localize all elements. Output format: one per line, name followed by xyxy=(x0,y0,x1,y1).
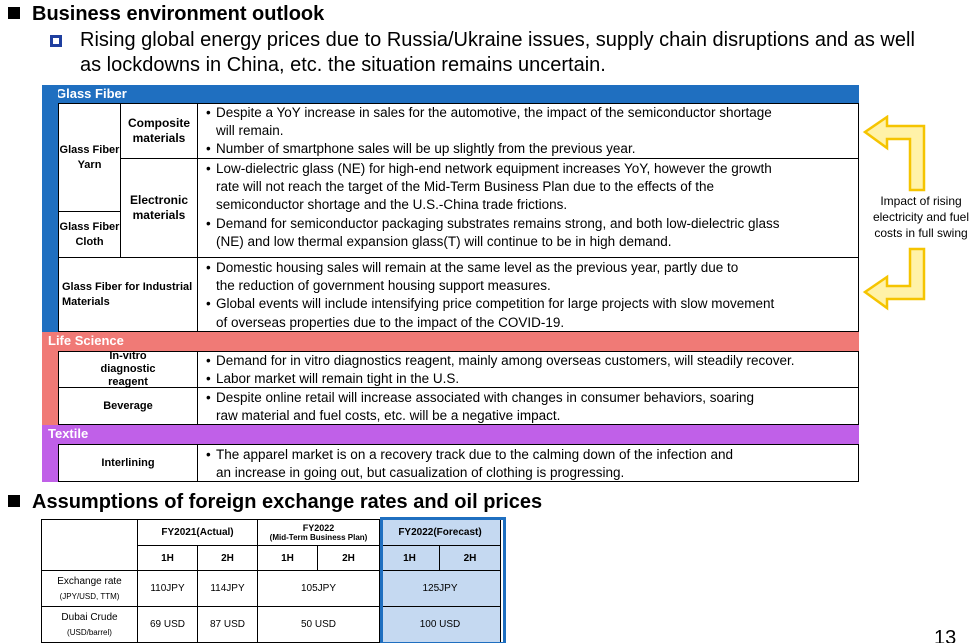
textile-header: Textile xyxy=(42,425,859,444)
fy2021-2h-value: 114JPY xyxy=(197,570,258,607)
bullet-item: The apparel market is on a recovery trac… xyxy=(206,446,733,464)
fy2022-mtbp-line2: (Mid-Term Business Plan) xyxy=(269,533,368,542)
fx-table-corner xyxy=(41,519,138,571)
fy2021-1h: 1H xyxy=(137,545,198,571)
fy2022-mtbp-header: FY2022 (Mid-Term Business Plan) xyxy=(257,519,380,546)
bullet-item: Despite online retail will increase asso… xyxy=(206,389,754,407)
bullet-continuation: semiconductor shortage and the U.S.-Chin… xyxy=(216,197,568,213)
mtbp-value: 50 USD xyxy=(257,606,380,643)
fy2022-forecast-header: FY2022(Forecast) xyxy=(379,519,501,546)
fx-assumptions-table: FY2021(Actual) FY2022 (Mid-Term Business… xyxy=(41,519,501,643)
ivd-description: Demand for in vitro diagnostics reagent,… xyxy=(197,352,799,389)
mtbp-value: 105JPY xyxy=(257,570,380,607)
glass-fiber-yarn-cell xyxy=(58,103,121,212)
bullet-continuation: (NE) and low thermal expansion glass(T) … xyxy=(216,233,672,249)
life-science-header: Life Science xyxy=(42,332,859,351)
fy2021-1h-value: 110JPY xyxy=(137,570,198,607)
bullet-item: Demand for in vitro diagnostics reagent,… xyxy=(206,352,795,370)
industrial-label-cell xyxy=(58,257,198,332)
electronic-description: Low-dielectric glass (NE) for high-end n… xyxy=(197,160,784,251)
beverage-label: Beverage xyxy=(103,399,153,412)
bullet-item: Domestic housing sales will remain at th… xyxy=(206,259,774,277)
square-bullet-icon xyxy=(8,7,20,19)
outlook-summary-text: Rising global energy prices due to Russi… xyxy=(80,29,915,76)
forecast-value: 100 USD xyxy=(379,606,501,643)
bullet-item: Despite a YoY increase in sales for the … xyxy=(206,104,772,122)
electronic-label-cell xyxy=(120,158,198,258)
electronic-materials-label: Electronic materials xyxy=(129,193,189,222)
section-heading-outlook: Business environment outlook xyxy=(8,3,324,26)
forecast-2h: 2H xyxy=(439,545,501,571)
section-heading-fx: Assumptions of foreign exchange rates an… xyxy=(8,491,542,514)
life-science-side-bar xyxy=(42,351,58,425)
interlining-label: Interlining xyxy=(101,456,155,469)
industrial-materials-label: Glass Fiber for Industrial Materials xyxy=(62,280,193,308)
hollow-square-bullet-icon xyxy=(50,35,62,47)
beverage-description: Despite online retail will increase asso… xyxy=(197,389,758,425)
page-number: 13 xyxy=(934,627,957,643)
composite-materials-label: Composite materials xyxy=(127,116,190,145)
square-bullet-icon xyxy=(8,495,20,507)
mtbp-1h: 1H xyxy=(257,545,318,571)
bullet-continuation: the reduction of government housing supp… xyxy=(216,278,551,294)
beverage-label-cell xyxy=(58,387,198,425)
fy2021-2h: 2H xyxy=(197,545,258,571)
forecast-1h: 1H xyxy=(379,545,440,571)
table-row: Dubai Crude (USD/barrel) 69 USD 87 USD 5… xyxy=(41,606,501,643)
fy2021-1h-value: 69 USD xyxy=(137,606,198,643)
bullet-item: Low-dielectric glass (NE) for high-end n… xyxy=(206,160,780,178)
row-label: Dubai Crude (USD/barrel) xyxy=(41,606,138,643)
left-arrow-icon xyxy=(862,247,926,311)
impact-note: Impact of rising electricity and fuel co… xyxy=(872,194,970,240)
bullet-item: Global events will include intensifying … xyxy=(206,295,774,313)
glass-fiber-yarn-label: Glass Fiber Yarn xyxy=(59,143,120,171)
fy2021-2h-value: 87 USD xyxy=(197,606,258,643)
fy2022-mtbp-line1: FY2022 xyxy=(302,523,335,533)
table-row: Exchange rate (JPY/USD, TTM) 110JPY 114J… xyxy=(41,570,501,607)
bullet-item: Number of smartphone sales will be up sl… xyxy=(206,140,772,158)
fy2021-header: FY2021(Actual) xyxy=(137,519,258,546)
glass-fiber-cloth-label: Glass Fiber Cloth xyxy=(59,220,120,248)
interlining-description: The apparel market is on a recovery trac… xyxy=(197,446,737,482)
textile-side-bar xyxy=(42,444,58,482)
bullet-item: Labor market will remain tight in the U.… xyxy=(206,370,795,388)
bullet-continuation: of overseas properties due to the impact… xyxy=(216,314,565,330)
industrial-description: Domestic housing sales will remain at th… xyxy=(197,259,778,332)
bullet-continuation: rate will not reach the target of the Mi… xyxy=(216,179,715,195)
glass-fiber-header: Glass Fiber xyxy=(50,85,859,103)
mtbp-2h: 2H xyxy=(317,545,380,571)
bullet-continuation: an increase in going out, but casualizat… xyxy=(216,465,625,481)
bullet-continuation: will remain. xyxy=(216,123,284,139)
left-arrow-icon xyxy=(862,115,926,192)
composite-description: Despite a YoY increase in sales for the … xyxy=(197,104,776,159)
composite-label-cell xyxy=(120,103,198,159)
glass-fiber-side-bar xyxy=(42,85,58,332)
row-label: Exchange rate (JPY/USD, TTM) xyxy=(41,570,138,607)
bullet-continuation: raw material and fuel costs, etc. will b… xyxy=(216,408,561,424)
bullet-item: Demand for semiconductor packaging subst… xyxy=(206,215,780,233)
forecast-value: 125JPY xyxy=(379,570,501,607)
ivd-label: In-vitro diagnostic reagent xyxy=(100,351,156,388)
